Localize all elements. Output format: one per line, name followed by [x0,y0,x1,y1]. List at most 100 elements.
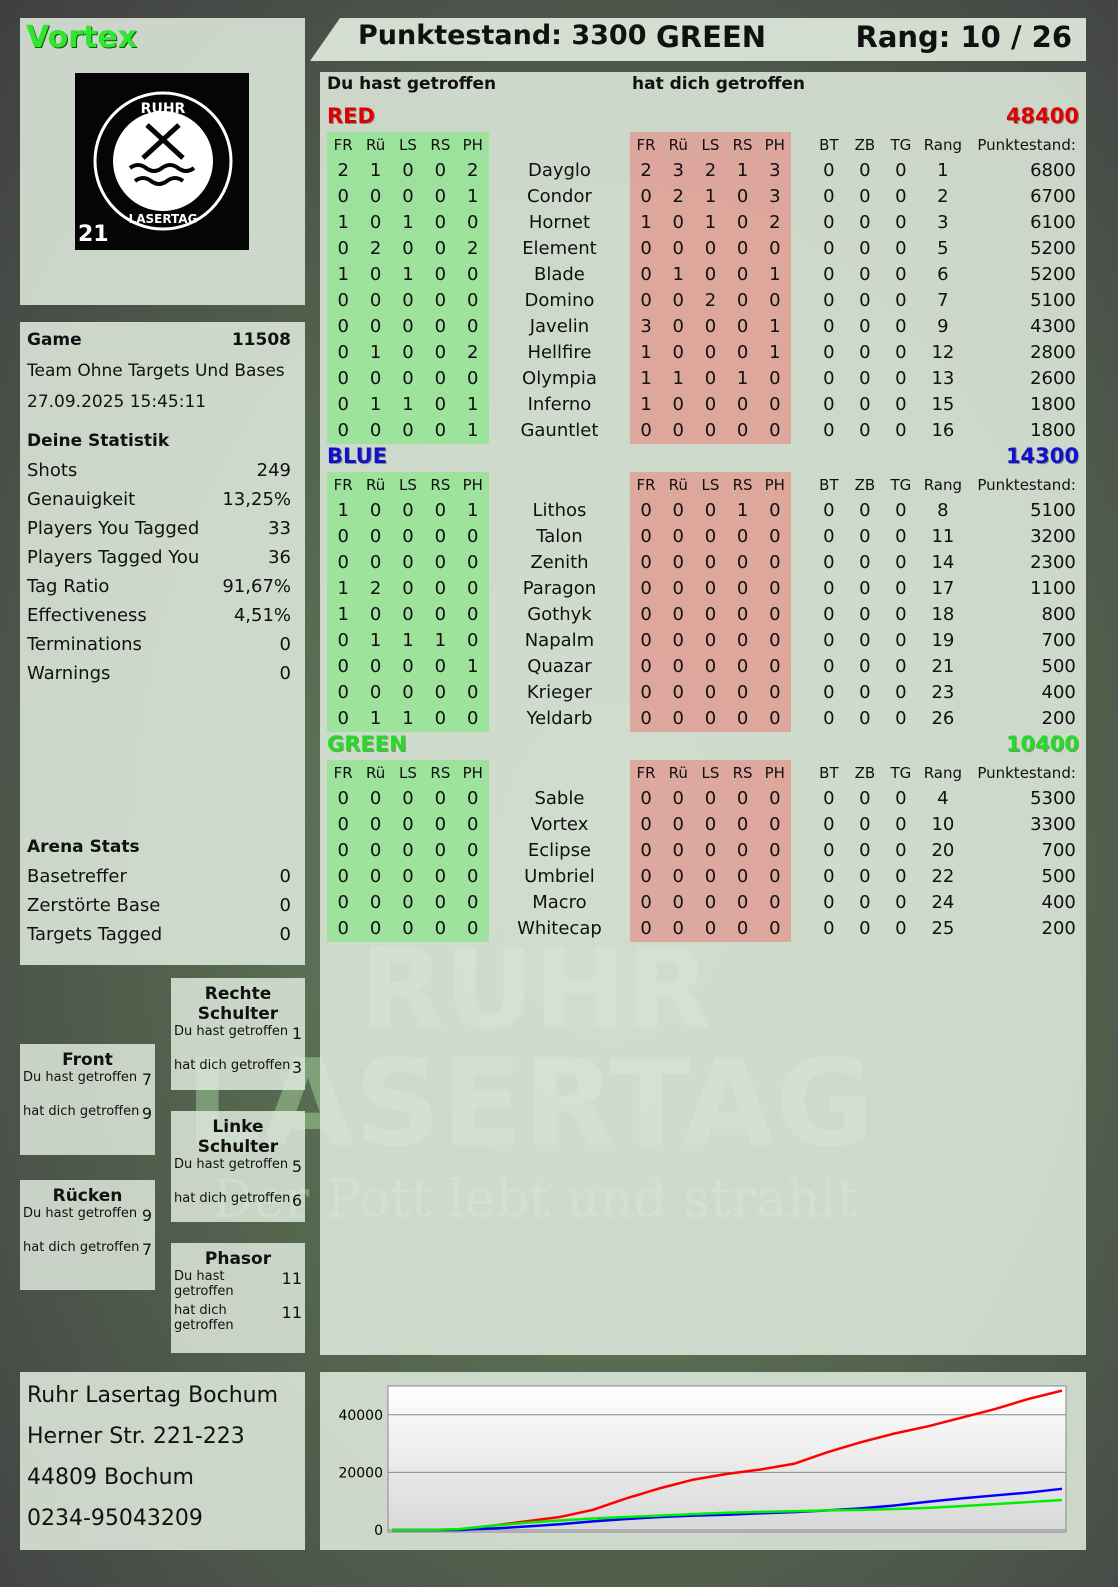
got-count: 0 [726,288,759,314]
player-points: 200 [1041,708,1076,729]
venue-city: 44809 Bochum [27,1465,194,1490]
hit-count: 0 [424,706,457,732]
spacer [791,184,811,210]
player-points: 500 [1041,866,1076,887]
hit-count: 0 [359,838,392,864]
stat-label: Players You Tagged [27,518,200,539]
zone-row-value: 7 [141,1070,152,1089]
zone-row-label: Du hast getroffen [174,1269,234,1299]
hit-count: 2 [327,158,360,184]
got-count: 0 [758,864,791,890]
game-label: Game [27,330,82,350]
stat-value: 0 [279,634,291,655]
arena-count: 0 [823,840,835,861]
got-count: 0 [629,498,663,524]
got-count: 0 [694,864,727,890]
hit-count: 1 [456,392,489,418]
spacer [791,158,811,184]
hit-count: 0 [456,680,489,706]
got-count: 0 [694,786,727,812]
stat-value: 0 [279,866,291,887]
got-count: 0 [662,550,695,576]
hit-count: 0 [391,184,425,210]
player-name: Olympia [522,368,597,389]
hit-count: 0 [359,366,392,392]
got-count: 3 [662,158,695,184]
arena-count: 0 [823,368,835,389]
team-name: RED [327,104,375,128]
arena-count: 0 [823,238,835,259]
col-header: FR [327,132,360,158]
arena-count: 0 [895,186,907,207]
arena-count: 0 [859,160,871,181]
got-count: 0 [662,314,695,340]
hit-count: 0 [391,314,425,340]
hit-count: 0 [327,392,360,418]
hit-count: 1 [359,340,392,366]
arena-count: 0 [895,578,907,599]
col-header: PH [456,472,489,498]
hit-count: 0 [391,864,425,890]
hit-count: 2 [359,576,392,602]
zone-title: Phasor [204,1249,272,1269]
game-id: 11508 [231,330,291,350]
hit-count: 0 [359,812,392,838]
player-score: Punktestand: 3300 [358,20,647,51]
arena-count: 0 [859,814,871,835]
arena-count: 0 [859,788,871,809]
hit-count: 0 [456,288,489,314]
hit-count: 0 [327,680,360,706]
spacer [791,654,811,680]
arena-count: 0 [895,160,907,181]
got-count: 0 [758,392,791,418]
hit-count: 0 [424,576,457,602]
got-title: hat dich getroffen [632,74,806,94]
col-header: PH [758,132,791,158]
got-count: 0 [726,864,759,890]
zone-row-label: hat dich getroffen [23,1240,140,1255]
got-count: 0 [662,654,695,680]
score-header: Punktestand: 3300 GREEN Rang: 10 / 26 [310,18,1086,61]
player-rank: 13 [931,368,955,389]
hit-count: 1 [359,158,392,184]
hit-count: 1 [359,706,392,732]
stat-row: Players Tagged You 36 [27,543,291,572]
arena-count: 0 [859,186,871,207]
got-count: 0 [662,498,695,524]
arena-count: 0 [859,238,871,259]
hit-count: 0 [424,680,457,706]
col-header: BT [819,136,839,154]
hit-count: 0 [391,288,425,314]
hit-count: 1 [391,706,425,732]
hit-count: 0 [424,786,457,812]
stat-label: Terminations [27,634,142,655]
hit-count: 0 [391,838,425,864]
got-count: 0 [758,236,791,262]
hit-count: 0 [424,418,457,444]
got-count: 0 [726,184,759,210]
player-points: 1800 [1030,420,1076,441]
player-rank: 16 [931,420,955,441]
arena-count: 0 [895,368,907,389]
arena-count: 0 [895,552,907,573]
hit-count: 0 [327,786,360,812]
stat-value: 0 [279,663,291,684]
hit-count: 0 [391,236,425,262]
arena-count: 0 [895,212,907,233]
col-header: PH [758,760,791,786]
hit-count: 0 [359,210,392,236]
stat-value: 4,51% [233,605,291,626]
got-count: 1 [758,314,791,340]
team-header-blue: BLUE 14300 [327,444,1079,472]
stats-title: Deine Statistik [27,431,170,451]
col-header: Punktestand: [977,764,1076,782]
col-header: RS [424,472,457,498]
stat-value: 249 [256,460,291,481]
got-count: 0 [758,576,791,602]
svg-text:LASERTAG: LASERTAG [129,212,198,226]
hit-count: 0 [424,366,457,392]
hit-count: 0 [359,550,392,576]
col-header: RS [726,132,759,158]
zone-row-label: hat dich getroffen [23,1104,140,1119]
hit-count: 0 [327,314,360,340]
